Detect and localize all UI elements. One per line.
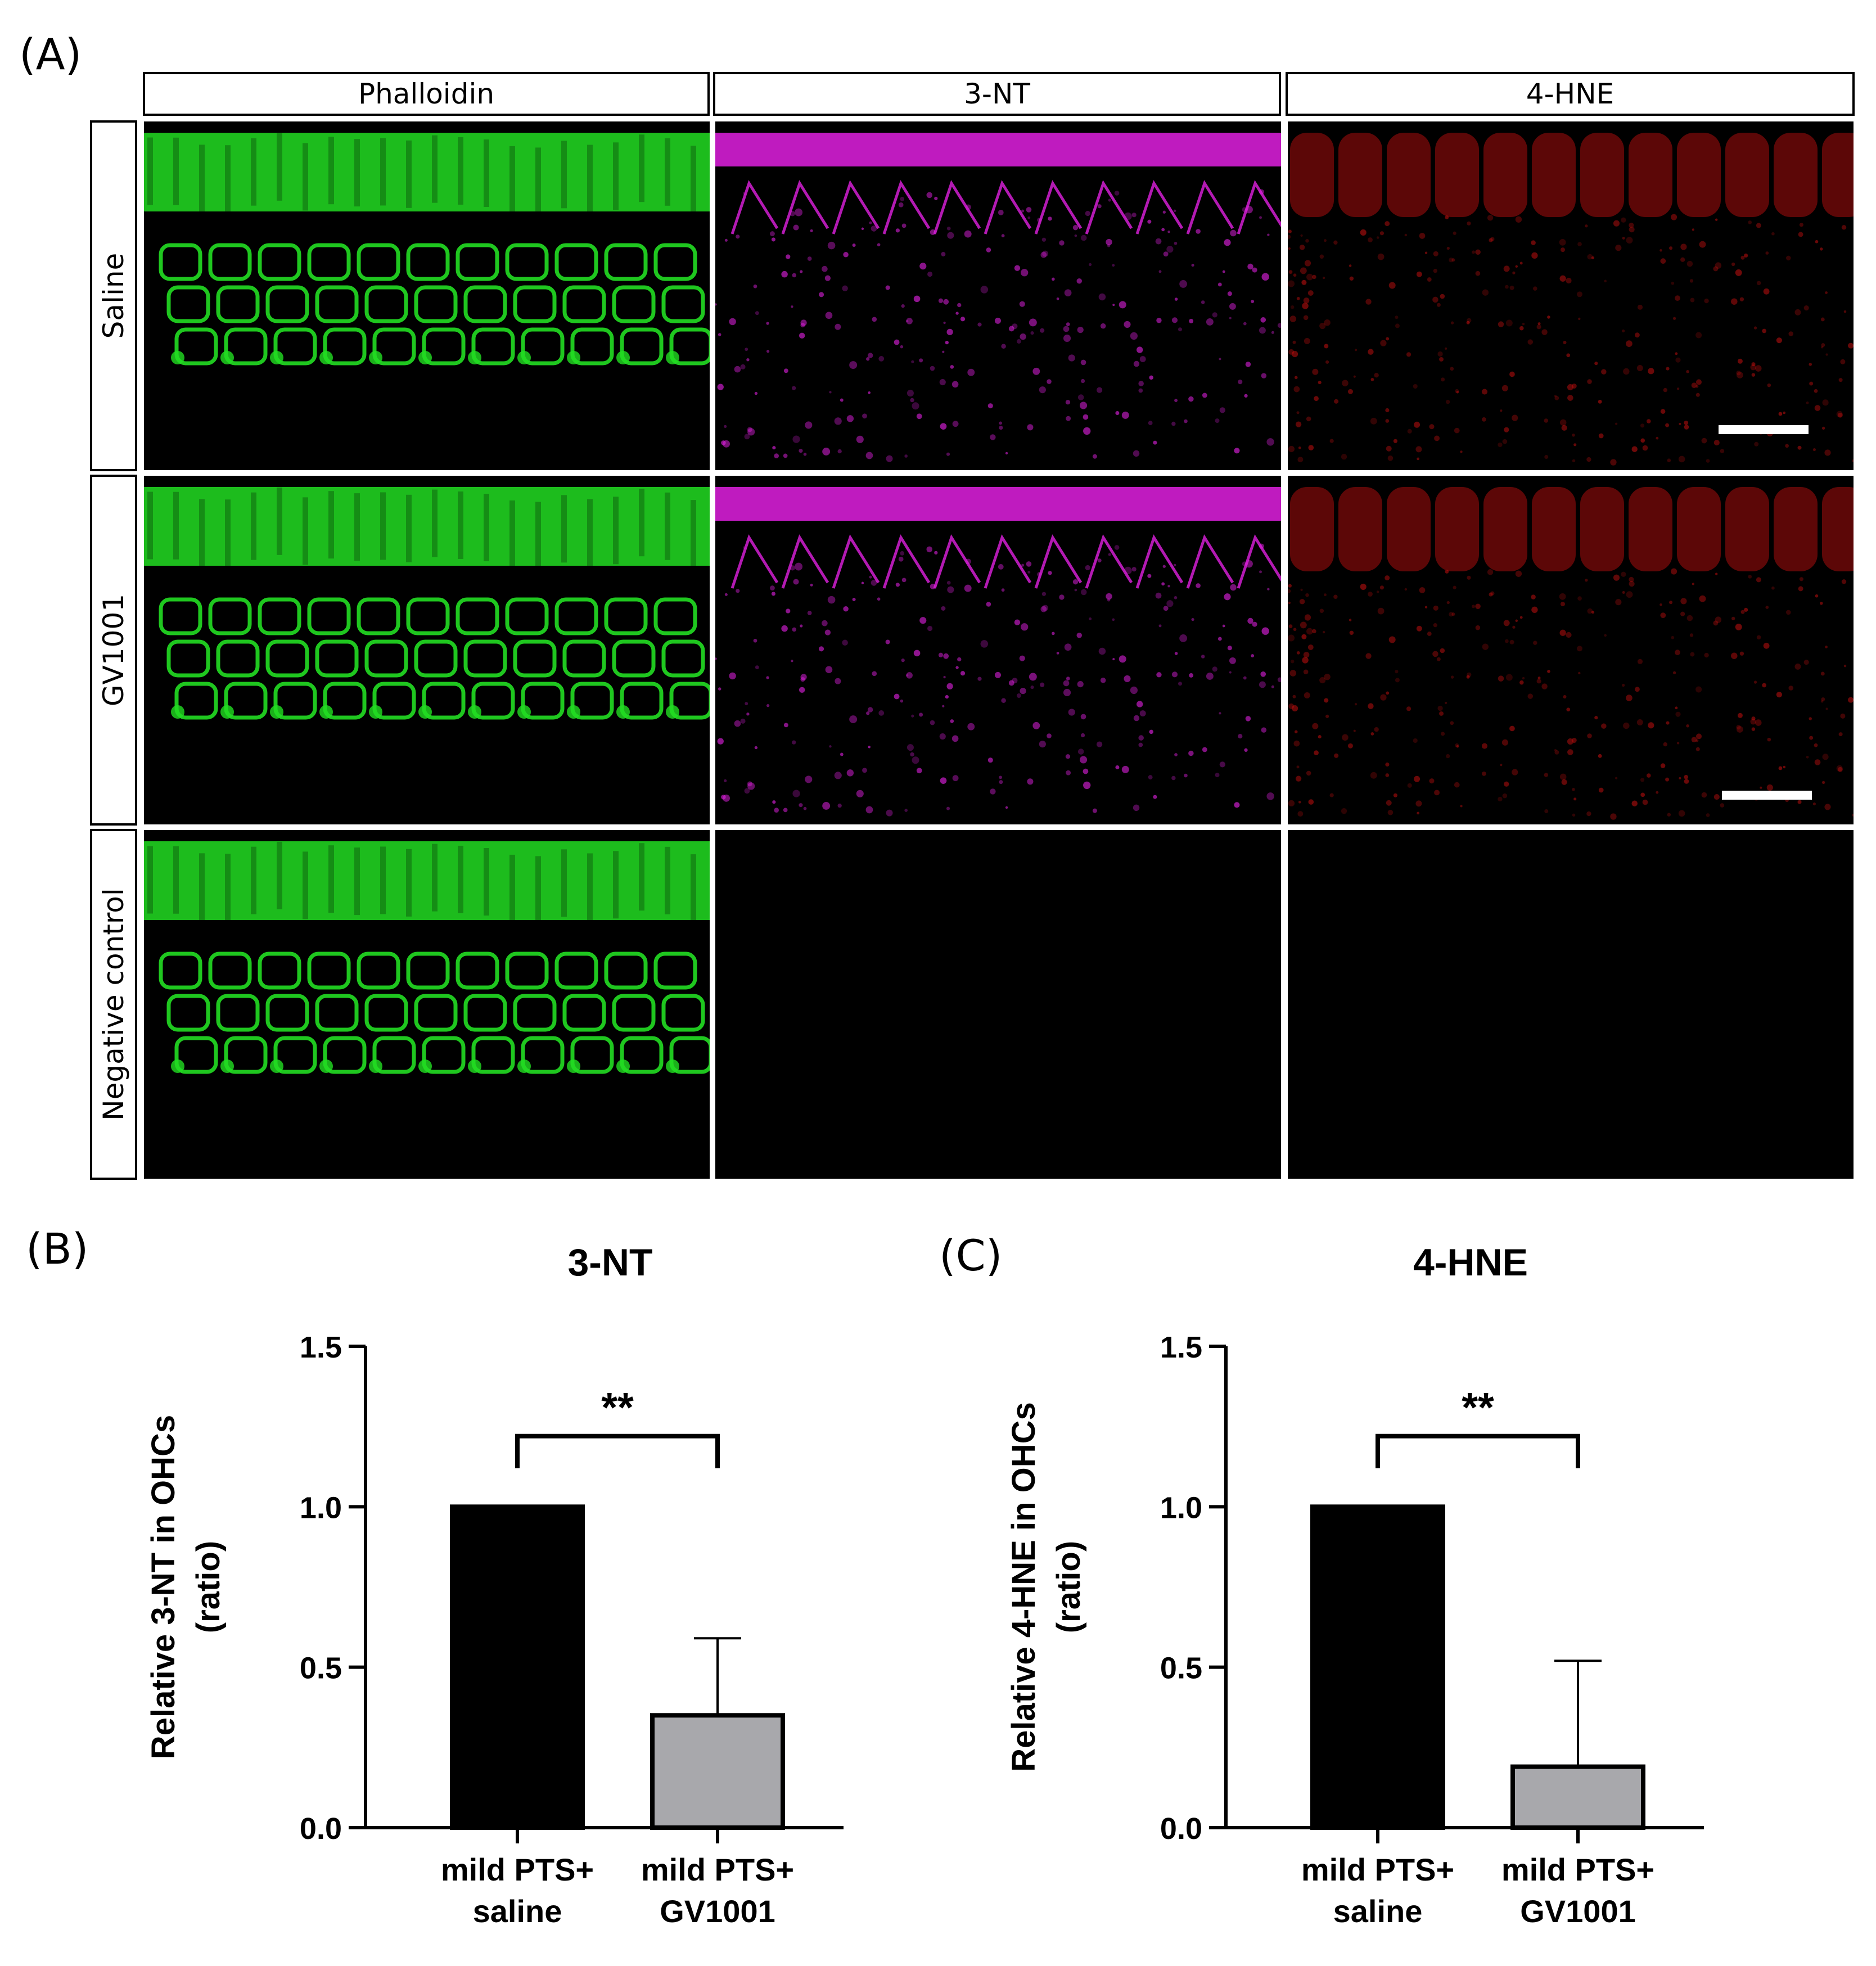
x-tick-label: saline [473,1893,562,1929]
y-tick-label: 1.0 [300,1491,342,1525]
tissue-texture [715,133,1281,462]
tissue-texture [1288,487,1854,820]
column-header-phalloidin: Phalloidin [143,72,710,116]
y-axis-label-unit: (ratio) [1050,1541,1087,1633]
column-header-3nt: 3-NT [713,72,1281,116]
column-header-4hne: 4-HNE [1286,72,1855,116]
tissue-texture [715,487,1281,817]
row-header-saline: Saline [90,120,137,471]
row-header-negative-control: Negative control [90,829,137,1180]
micrograph-saline-3nt [715,121,1281,470]
x-tick-label: GV1001 [1520,1893,1636,1929]
y-axis-label-unit: (ratio) [190,1541,227,1633]
x-tick-label: mild PTS+ [1501,1852,1654,1887]
y-axis-label: Relative 4-HNE in OHCs [1005,1402,1042,1772]
scale-bar [1719,425,1809,434]
y-tick-label: 1.5 [1160,1331,1202,1364]
chart-title: 4-HNE [1413,1241,1528,1284]
x-tick-label: mild PTS+ [641,1852,794,1887]
x-tick-label: mild PTS+ [1301,1852,1454,1887]
bar-chart-4hne: 4-HNE Relative 4-HNE in OHCs (ratio) 0.0 0.5… [1005,1241,1704,1929]
tissue-texture [144,133,710,366]
x-tick-label: GV1001 [660,1893,775,1929]
bar [650,1713,785,1830]
y-tick-label: 0.0 [300,1812,342,1846]
y-tick-label: 1.0 [1160,1491,1202,1525]
panel-label-b: (B) [26,1224,89,1274]
x-tick-label: saline [1333,1893,1423,1929]
row-label-saline: Saline [97,252,130,339]
tissue-texture [144,487,710,720]
bar-chart-3nt: 3-NT Relative 3-NT in OHCs (ratio) 0.0 0.5 1.… [145,1241,844,1929]
y-tick-label: 1.5 [300,1331,342,1364]
panel-label-c: (C) [939,1230,1003,1280]
y-tick-label: 0.0 [1160,1812,1202,1846]
micrograph-gv1001-4hne [1288,476,1854,824]
micrograph-saline-phalloidin [144,121,710,470]
panel-label-a: (A) [19,29,82,79]
chart-title: 3-NT [567,1241,652,1284]
row-header-gv1001: GV1001 [90,475,137,826]
micrograph-gv1001-phalloidin [144,476,710,824]
significance-label: ** [601,1384,634,1431]
row-label-negative-control: Negative control [97,888,130,1121]
significance-label: ** [1462,1384,1494,1431]
significance-bracket [515,1433,720,1468]
micrograph-gv1001-3nt [715,476,1281,824]
tissue-texture [1288,133,1854,466]
scale-bar [1722,791,1812,800]
micrograph-negative-4hne [1288,830,1854,1179]
micrograph-negative-3nt [715,830,1281,1179]
bar [450,1504,585,1830]
bar [1310,1504,1445,1830]
y-tick-label: 0.5 [1160,1652,1202,1685]
micrograph-negative-phalloidin [144,830,710,1179]
significance-bracket [1376,1433,1580,1468]
y-tick-label: 0.5 [300,1652,342,1685]
row-label-gv1001: GV1001 [97,593,130,707]
y-axis-label: Relative 3-NT in OHCs [145,1415,182,1759]
bar [1510,1764,1645,1830]
micrograph-saline-4hne [1288,121,1854,470]
tissue-texture [144,841,710,1074]
x-tick-label: mild PTS+ [441,1852,594,1887]
